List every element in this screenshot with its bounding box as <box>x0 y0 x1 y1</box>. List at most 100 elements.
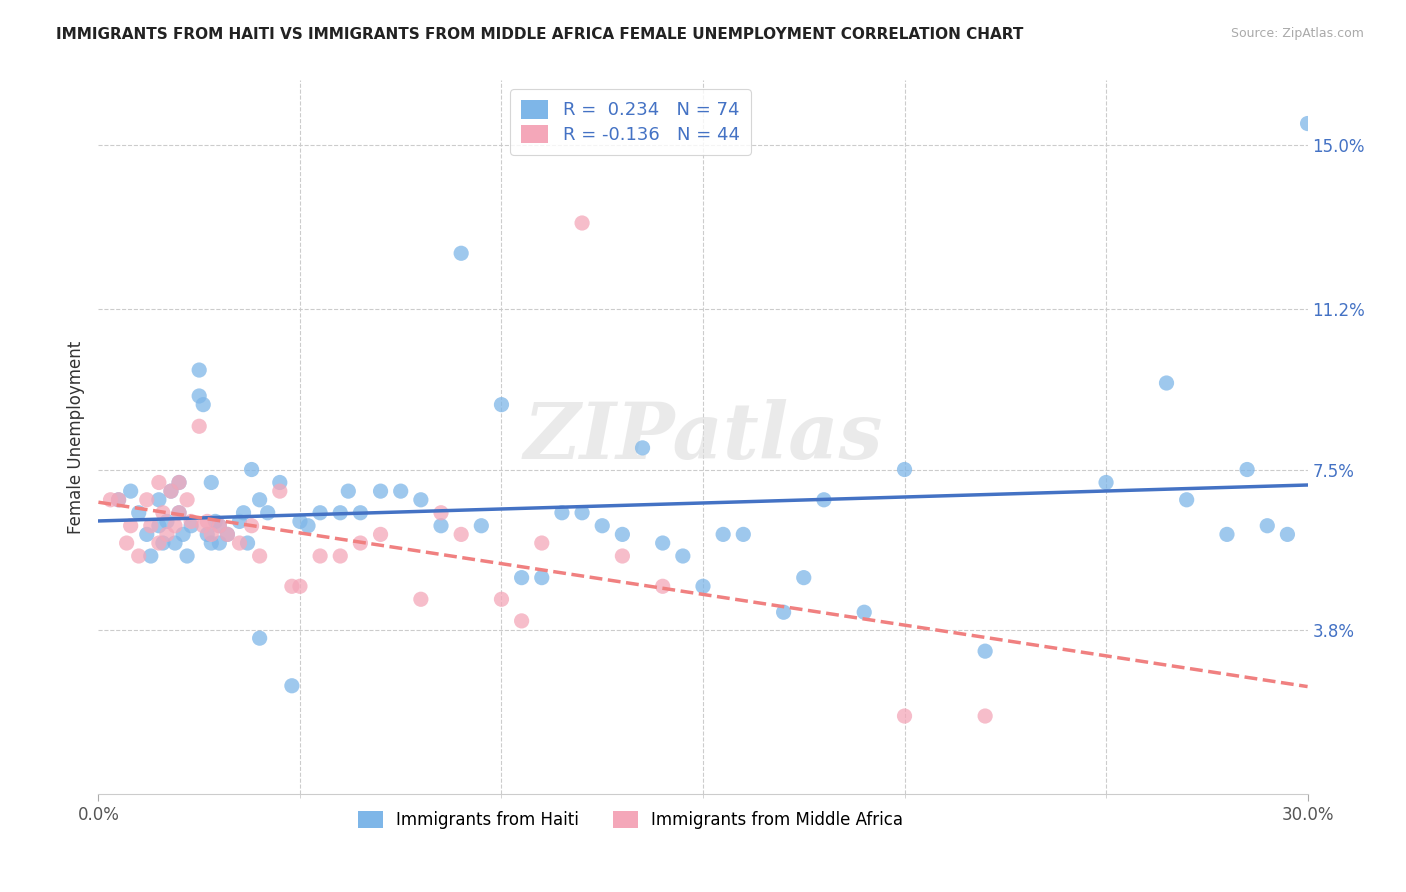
Point <box>1296 116 1319 130</box>
Point <box>281 579 304 593</box>
Point <box>139 549 162 563</box>
Point <box>288 515 311 529</box>
Point <box>148 475 170 490</box>
Point <box>510 614 533 628</box>
Point <box>409 492 432 507</box>
Point <box>193 398 215 412</box>
Point <box>139 518 162 533</box>
Point <box>167 475 190 490</box>
Point <box>115 536 138 550</box>
Point <box>430 506 453 520</box>
Point <box>974 709 997 723</box>
Point <box>232 506 254 520</box>
Point <box>591 518 613 533</box>
Point <box>491 592 513 607</box>
Point <box>156 527 179 541</box>
Point <box>228 536 250 550</box>
Point <box>551 506 574 520</box>
Text: ZIPatlas: ZIPatlas <box>523 399 883 475</box>
Point <box>240 462 263 476</box>
Point <box>256 506 278 520</box>
Point <box>163 536 186 550</box>
Point <box>120 484 142 499</box>
Point <box>249 549 271 563</box>
Point <box>651 579 673 593</box>
Point <box>409 592 432 607</box>
Point <box>195 527 218 541</box>
Point <box>370 484 392 499</box>
Point <box>470 518 492 533</box>
Point <box>329 506 352 520</box>
Point <box>193 518 215 533</box>
Legend: Immigrants from Haiti, Immigrants from Middle Africa: Immigrants from Haiti, Immigrants from M… <box>352 804 910 836</box>
Point <box>200 527 222 541</box>
Y-axis label: Female Unemployment: Female Unemployment <box>66 341 84 533</box>
Point <box>249 631 271 645</box>
Point <box>249 492 271 507</box>
Point <box>530 536 553 550</box>
Point <box>160 484 183 499</box>
Point <box>204 515 226 529</box>
Point <box>692 579 714 593</box>
Point <box>180 518 202 533</box>
Point <box>152 506 174 520</box>
Text: Source: ZipAtlas.com: Source: ZipAtlas.com <box>1230 27 1364 40</box>
Point <box>156 515 179 529</box>
Point <box>281 679 304 693</box>
Point <box>135 492 157 507</box>
Point <box>772 605 794 619</box>
Point <box>491 398 513 412</box>
Point <box>100 492 122 507</box>
Point <box>120 518 142 533</box>
Point <box>631 441 654 455</box>
Point <box>172 527 194 541</box>
Point <box>793 571 815 585</box>
Point <box>1236 462 1258 476</box>
Point <box>135 527 157 541</box>
Point <box>974 644 997 658</box>
Point <box>349 536 371 550</box>
Point <box>163 518 186 533</box>
Point <box>167 506 190 520</box>
Point <box>208 518 231 533</box>
Point <box>269 484 291 499</box>
Point <box>128 549 150 563</box>
Point <box>128 506 150 520</box>
Point <box>612 527 634 541</box>
Point <box>148 492 170 507</box>
Point <box>893 462 915 476</box>
Point <box>672 549 695 563</box>
Point <box>853 605 876 619</box>
Point <box>1256 518 1278 533</box>
Point <box>711 527 734 541</box>
Point <box>612 549 634 563</box>
Point <box>176 492 198 507</box>
Point <box>200 475 222 490</box>
Point <box>450 246 472 260</box>
Point <box>152 536 174 550</box>
Point <box>571 216 593 230</box>
Point <box>349 506 371 520</box>
Point <box>571 506 593 520</box>
Point <box>167 506 190 520</box>
Point <box>188 389 211 403</box>
Point <box>530 571 553 585</box>
Point <box>228 515 250 529</box>
Point <box>236 536 259 550</box>
Point <box>309 506 332 520</box>
Point <box>148 536 170 550</box>
Point <box>240 518 263 533</box>
Point <box>1277 527 1299 541</box>
Point <box>195 515 218 529</box>
Point <box>1156 376 1178 390</box>
Point <box>893 709 915 723</box>
Point <box>269 475 291 490</box>
Point <box>329 549 352 563</box>
Point <box>1095 475 1118 490</box>
Point <box>288 579 311 593</box>
Point <box>430 518 453 533</box>
Point <box>651 536 673 550</box>
Point <box>200 536 222 550</box>
Point <box>148 518 170 533</box>
Point <box>389 484 412 499</box>
